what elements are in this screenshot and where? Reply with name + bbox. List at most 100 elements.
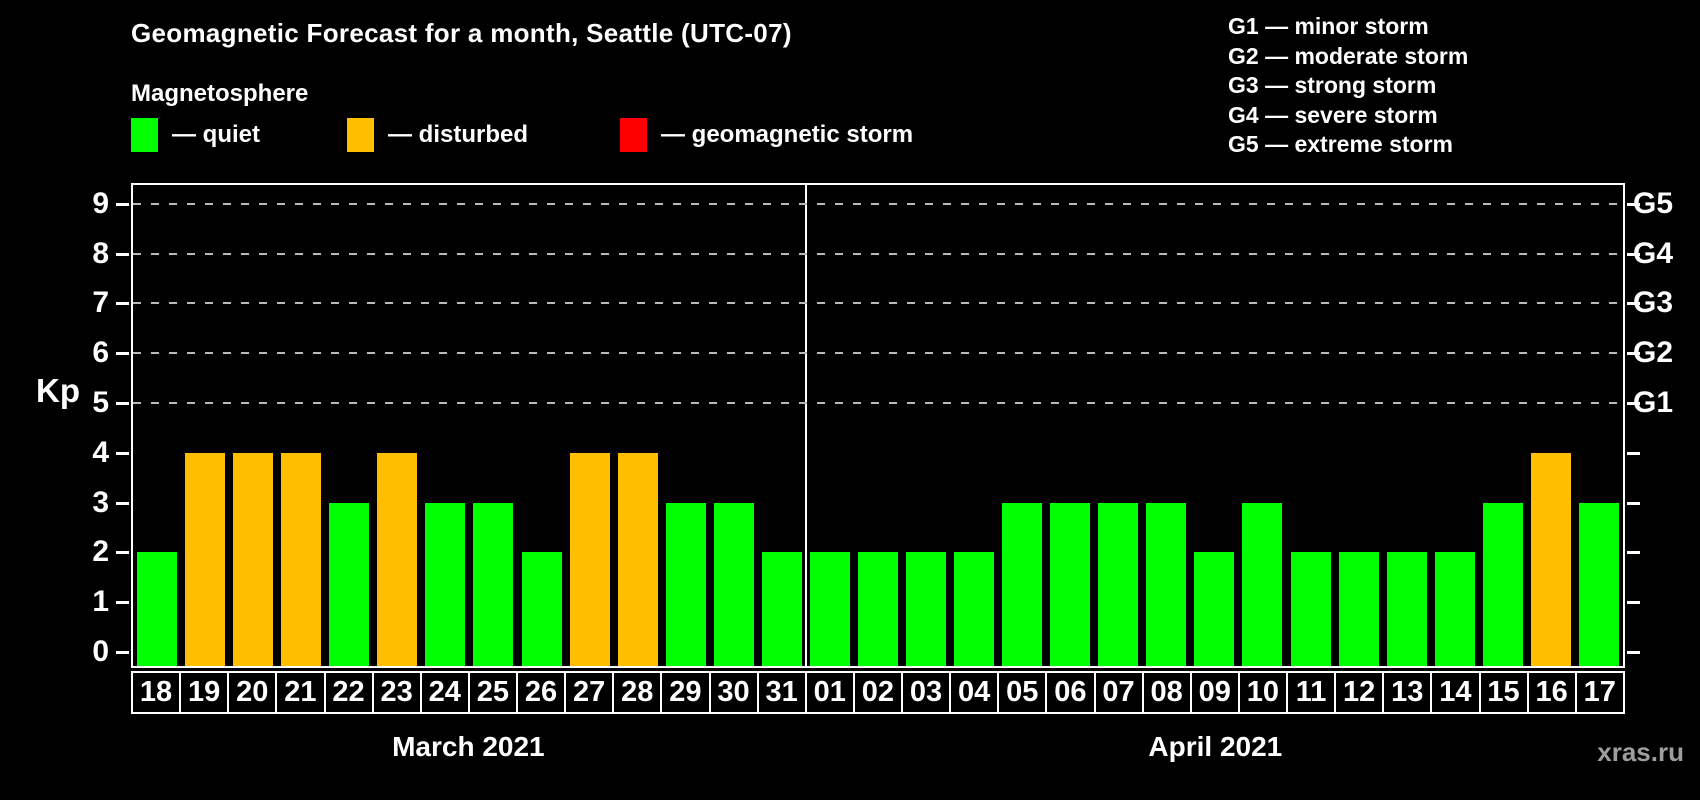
gridline-g1 (133, 402, 1623, 404)
bar-april-06 (1050, 502, 1091, 666)
bar-slot (662, 185, 710, 666)
bar-march-21 (281, 452, 322, 666)
gridline-g3 (133, 302, 1623, 305)
bar-slot (1335, 185, 1383, 666)
y-axis-tick-label-3: 3 (92, 485, 109, 519)
disturbed-color-swatch (347, 118, 374, 152)
bar-slot (181, 185, 229, 666)
left-axis-tick-4 (116, 451, 129, 455)
bar-march-19 (185, 452, 226, 666)
date-cell-march-18: 18 (131, 671, 182, 714)
bar-slot (1142, 185, 1190, 666)
date-cell-april-01: 01 (804, 671, 855, 714)
date-cell-march-27: 27 (564, 671, 615, 714)
bar-slot (806, 185, 854, 666)
bar-april-04 (954, 552, 995, 666)
date-cell-april-11: 11 (1286, 671, 1337, 714)
right-axis-tick-6 (1627, 352, 1640, 356)
date-cell-april-12: 12 (1334, 671, 1385, 714)
date-cell-march-28: 28 (612, 671, 663, 714)
bar-slot (133, 185, 181, 666)
legend-item-disturbed: — disturbed (347, 118, 528, 152)
bar-march-28 (617, 452, 658, 666)
right-axis-tick-3 (1627, 501, 1640, 505)
date-cell-april-16: 16 (1526, 671, 1577, 714)
bar-march-31 (761, 552, 802, 666)
bars-container (133, 185, 1623, 666)
month-label-march: March 2021 (392, 731, 545, 762)
date-axis: 18 19 20 21 22 23 24 25 26 27 28 29 30 31 01 02 03 04 05 06… (131, 671, 1625, 714)
bar-slot (373, 185, 421, 666)
left-axis-tick-2 (116, 551, 129, 555)
bar-april-02 (857, 552, 898, 666)
bar-slot (854, 185, 902, 666)
date-cell-april-04: 04 (949, 671, 1000, 714)
date-cell-april-17: 17 (1574, 671, 1625, 714)
bar-slot (950, 185, 998, 666)
gridline-g5 (133, 202, 1623, 205)
left-axis-tick-0 (116, 651, 129, 654)
date-cell-march-21: 21 (275, 671, 326, 714)
bar-slot (566, 185, 614, 666)
storm-scale-line-g4: G4 — severe storm (1228, 101, 1438, 128)
y-axis-title: Kp (36, 372, 80, 409)
y-axis-tick-label-0: 0 (92, 635, 109, 668)
legend-item-storm: — geomagnetic storm (620, 118, 913, 152)
right-axis-tick-9 (1627, 202, 1640, 206)
legend-label-quiet: — quiet (172, 121, 260, 148)
y-axis-tick-label-6: 6 (92, 336, 109, 370)
gridline-g4 (133, 252, 1623, 255)
right-axis-tick-2 (1627, 551, 1640, 555)
bar-slot (1575, 185, 1623, 666)
y-axis-tick-label-9: 9 (92, 186, 109, 220)
right-axis-label-g1: G1 (1633, 386, 1674, 419)
date-cell-april-08: 08 (1141, 671, 1192, 714)
magnetosphere-label: Magnetosphere (131, 80, 309, 107)
chart-title: Geomagnetic Forecast for a month, Seattl… (131, 18, 792, 48)
storm-scale-legend: G1 — minor storm G2 — moderate storm G3 … (1228, 12, 1468, 160)
bar-april-11 (1290, 552, 1331, 666)
left-axis-tick-8 (116, 252, 129, 256)
bar-march-22 (329, 502, 370, 666)
left-axis-tick-5 (116, 402, 129, 405)
bar-april-13 (1386, 552, 1427, 666)
right-axis-label-g2: G2 (1633, 336, 1674, 370)
bar-march-26 (521, 552, 562, 666)
quiet-color-swatch (131, 118, 158, 152)
bar-slot (1287, 185, 1335, 666)
bar-slot (1383, 185, 1431, 666)
right-axis-tick-0 (1627, 651, 1640, 654)
left-axis-tick-6 (116, 352, 129, 356)
legend-item-quiet: — quiet (131, 118, 260, 152)
bar-slot (1190, 185, 1238, 666)
bar-april-17 (1578, 502, 1619, 666)
right-axis-label-g5: G5 (1633, 186, 1674, 220)
bar-slot (758, 185, 806, 666)
storm-scale-line-g3: G3 — strong storm (1228, 72, 1437, 98)
bar-slot (518, 185, 566, 666)
bar-slot (229, 185, 277, 666)
right-axis-label-g4: G4 (1633, 236, 1674, 270)
date-cell-april-05: 05 (997, 671, 1048, 714)
date-cell-march-20: 20 (227, 671, 278, 714)
bar-march-20 (233, 452, 274, 666)
right-axis-tick-1 (1627, 601, 1640, 605)
bar-slot (998, 185, 1046, 666)
date-cell-march-23: 23 (371, 671, 422, 714)
bar-april-09 (1194, 552, 1235, 666)
y-axis-tick-label-5: 5 (92, 386, 109, 419)
bar-slot (1431, 185, 1479, 666)
bar-april-08 (1146, 502, 1187, 666)
y-axis-tick-label-4: 4 (92, 435, 109, 469)
bar-slot (1527, 185, 1575, 666)
storm-scale-line-g5: G5 — extreme storm (1228, 131, 1453, 157)
bar-slot (1094, 185, 1142, 666)
bar-march-23 (377, 452, 418, 666)
date-cell-march-19: 19 (179, 671, 230, 714)
bar-april-10 (1242, 502, 1283, 666)
date-cell-march-24: 24 (419, 671, 470, 714)
right-axis-tick-7 (1627, 302, 1640, 306)
storm-scale-line-g2: G2 — moderate storm (1228, 42, 1469, 69)
bar-slot (1046, 185, 1094, 666)
storm-scale-line-g1: G1 — minor storm (1228, 13, 1429, 39)
